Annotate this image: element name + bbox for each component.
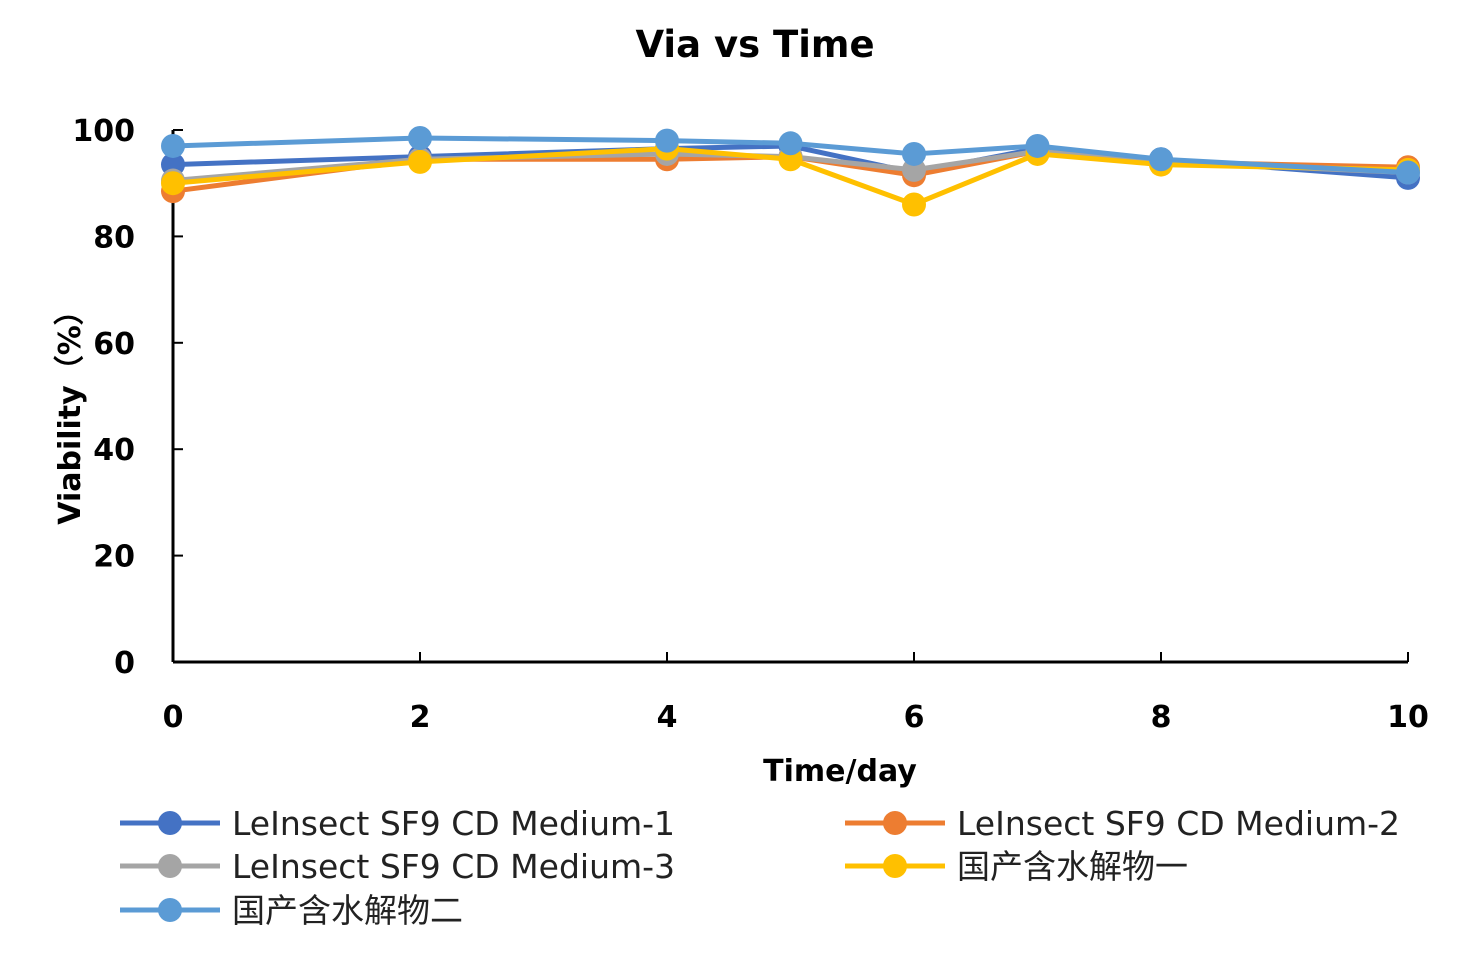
x-tick-label: 10 (1387, 700, 1429, 735)
series-5 (161, 125, 1420, 185)
chart-title: Via vs Time (635, 23, 874, 66)
data-point (655, 128, 679, 153)
x-tick-label: 8 (1151, 700, 1172, 735)
y-axis-ticks: 0 20 40 60 80 100 (72, 114, 183, 681)
data-point (161, 133, 185, 158)
y-tick-label: 0 (114, 646, 135, 681)
data-point (902, 141, 926, 166)
legend-item: LeInsect SF9 CD Medium-3 (120, 847, 675, 886)
legend-label: LeInsect SF9 CD Medium-3 (232, 847, 675, 886)
legend-label: LeInsect SF9 CD Medium-2 (957, 804, 1400, 843)
data-point (1396, 160, 1420, 185)
series-line (172, 135, 1409, 176)
legend-swatch-marker (883, 854, 907, 878)
y-tick-label: 60 (93, 327, 135, 362)
legend-item: 国产含水解物二 (120, 891, 463, 930)
y-tick-label: 80 (93, 220, 135, 255)
legend-item: 国产含水解物一 (845, 847, 1188, 886)
legend-item: LeInsect SF9 CD Medium-1 (120, 804, 675, 843)
y-tick-label: 20 (93, 540, 135, 575)
x-tick-label: 2 (410, 700, 431, 735)
legend-swatch-marker (883, 811, 907, 835)
series-line (172, 146, 1409, 207)
x-tick-label: 4 (657, 700, 678, 735)
y-axis-title: Viability（%） (53, 295, 88, 525)
series-layer (161, 125, 1420, 217)
data-point (1149, 147, 1173, 172)
legend-swatch-marker (158, 898, 182, 922)
y-tick-label: 40 (93, 433, 135, 468)
y-tick-label: 100 (72, 114, 135, 149)
x-axis-title: Time/day (763, 754, 917, 789)
data-point (161, 171, 185, 196)
legend-label: LeInsect SF9 CD Medium-1 (232, 804, 675, 843)
legend-swatch-marker (158, 854, 182, 878)
legend-item: LeInsect SF9 CD Medium-2 (845, 804, 1400, 843)
legend-swatch-marker (158, 811, 182, 835)
legend-label: 国产含水解物二 (232, 891, 463, 930)
x-tick-label: 0 (163, 700, 184, 735)
legend: LeInsect SF9 CD Medium-1 LeInsect SF9 CD … (120, 804, 1400, 930)
data-point (408, 149, 432, 174)
x-tick-label: 6 (904, 700, 925, 735)
data-point (778, 131, 803, 156)
legend-label: 国产含水解物一 (957, 847, 1188, 886)
data-point (408, 125, 432, 150)
data-point (1025, 133, 1050, 158)
x-axis-ticks: 0 2 4 6 8 10 (163, 652, 1429, 735)
data-point (902, 192, 926, 217)
